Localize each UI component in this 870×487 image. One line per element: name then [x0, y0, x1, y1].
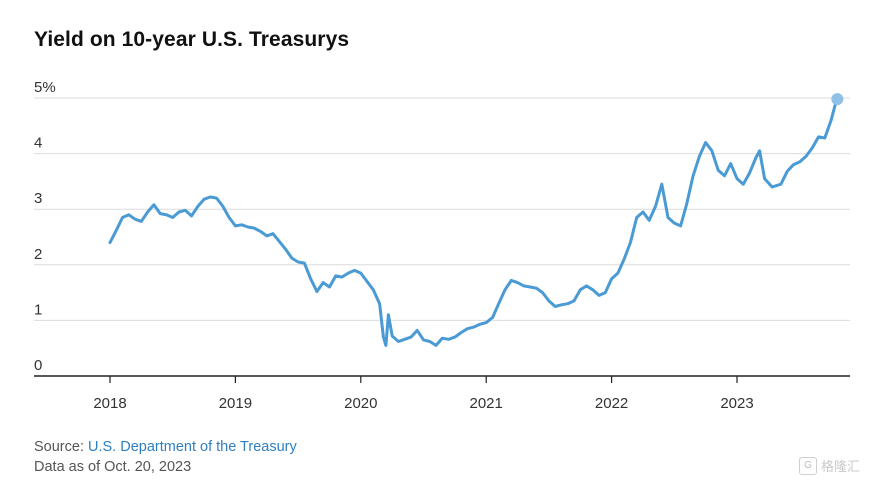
x-tick-label-2020: 2020: [344, 395, 377, 412]
y-tick-label-0: 0: [34, 357, 42, 374]
source-label: Source:: [34, 439, 88, 455]
latest-value-marker: [831, 93, 844, 106]
x-tick-label-2019: 2019: [219, 395, 252, 412]
line-chart: 0 1 2 3 4 5% 2018 2019 2020 2021 2022 2023: [34, 79, 850, 412]
y-axis-ticks: 0 1 2 3 4 5%: [34, 79, 56, 374]
yield-series-line: [108, 97, 839, 347]
x-tick-label-2023: 2023: [720, 395, 753, 412]
y-tick-label-2: 2: [34, 246, 42, 263]
x-axis: 2018 2019 2020 2021 2022 2023: [34, 375, 850, 412]
x-tick-label-2021: 2021: [470, 395, 503, 412]
y-tick-label-3: 3: [34, 190, 42, 207]
x-tick-label-2018: 2018: [93, 395, 126, 412]
watermark-logo-icon: G: [798, 456, 817, 475]
chart-title: Yield on 10-year U.S. Treasurys: [34, 28, 350, 51]
series-layer: [108, 93, 844, 347]
y-tick-label-5: 5%: [34, 79, 56, 96]
y-tick-label-1: 1: [34, 301, 42, 318]
y-tick-label-4: 4: [34, 135, 42, 152]
watermark-text: 格隆汇: [820, 459, 860, 474]
watermark: G 格隆汇: [798, 456, 860, 475]
source-link[interactable]: U.S. Department of the Treasury: [88, 439, 297, 455]
source-note: Source: U.S. Department of the Treasury: [34, 439, 297, 455]
data-as-of-note: Data as of Oct. 20, 2023: [34, 459, 192, 475]
x-tick-label-2022: 2022: [595, 395, 628, 412]
